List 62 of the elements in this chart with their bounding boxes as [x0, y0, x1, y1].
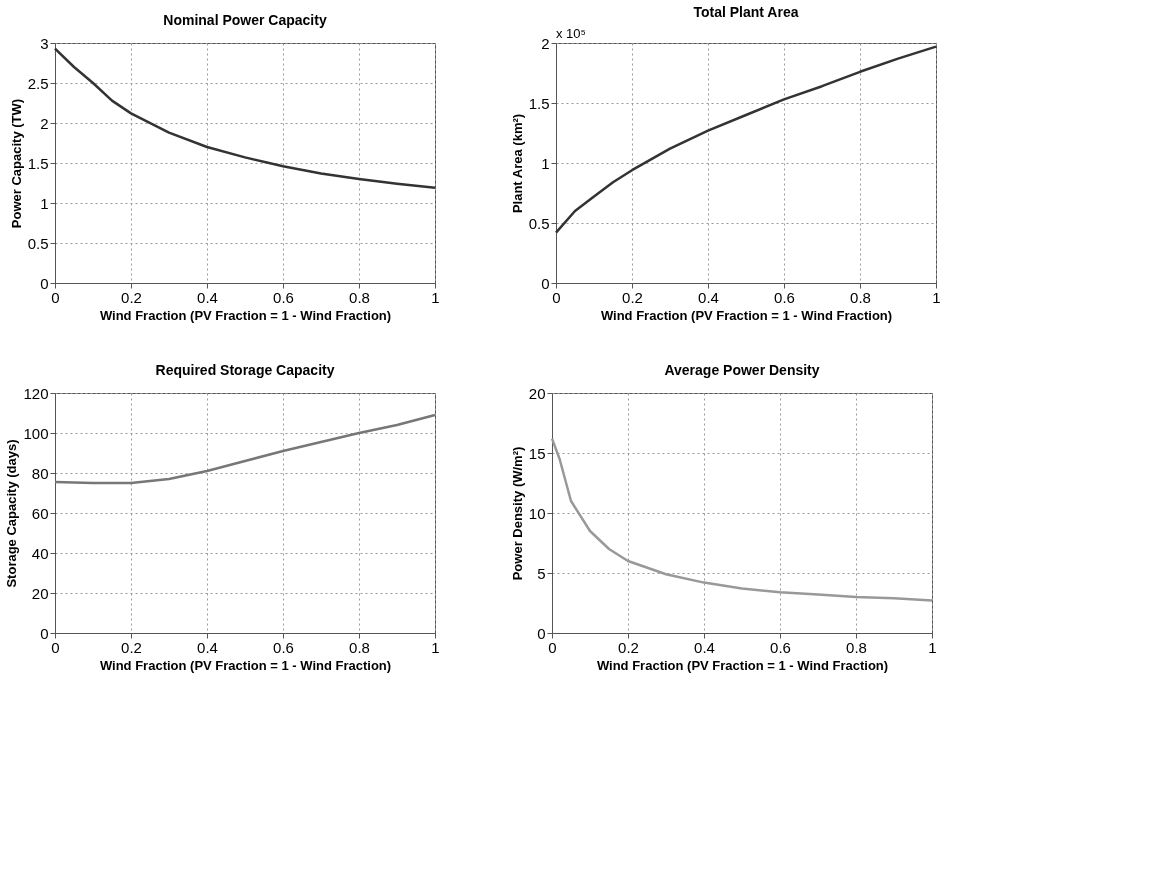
- y-tick-label: 0: [40, 624, 49, 642]
- x-tick-label: 0: [51, 638, 60, 656]
- y-tick-label: 2.5: [27, 74, 49, 92]
- x-tick-label: 0: [51, 288, 60, 306]
- y-axis-title: Power Capacity (TW): [8, 98, 24, 229]
- y-tick-label: 0: [541, 274, 550, 292]
- line-series: [53, 413, 437, 485]
- y-tick-label: 100: [23, 424, 49, 442]
- chart-title: Total Plant Area: [693, 4, 799, 20]
- y-tick-label: 0: [40, 274, 49, 292]
- y-tick-label: 80: [31, 464, 49, 482]
- y-axis-title: Storage Capacity (days): [4, 439, 20, 588]
- y-axis-title: Power Density (W/m²): [509, 446, 525, 581]
- y-tick-label: 0.5: [528, 214, 550, 232]
- x-tick-label: 0.8: [846, 638, 867, 656]
- y-tick-label: 1: [40, 194, 49, 212]
- y-tick-label: 2: [541, 34, 550, 52]
- y-tick-label: 15: [528, 444, 546, 462]
- y-tick-label: 20: [528, 384, 546, 402]
- x-tick-label: 0.4: [197, 288, 218, 306]
- x-tick-label: 0.4: [197, 638, 218, 656]
- x-axis-title: Wind Fraction (PV Fraction = 1 - Wind Fraction): [600, 307, 893, 323]
- y-tick-label: 1: [541, 154, 550, 172]
- y-tick-label: 20: [31, 584, 49, 602]
- y-tick-label: 0: [537, 624, 546, 642]
- y-tick-label: 2: [40, 114, 49, 132]
- y-tick-label: 1.5: [528, 94, 550, 112]
- y-tick-label: 5: [537, 564, 546, 582]
- x-tick-label: 1: [431, 288, 440, 306]
- y-tick-label: 60: [31, 504, 49, 522]
- x-tick-label: 1: [431, 638, 440, 656]
- chart-title: Required Storage Capacity: [155, 362, 335, 378]
- x-tick-label: 0.8: [349, 288, 370, 306]
- x-tick-label: 0.6: [273, 288, 294, 306]
- x-tick-label: 0.2: [618, 638, 639, 656]
- x-tick-label: 0.2: [121, 288, 142, 306]
- x-tick-label: 0.4: [698, 288, 719, 306]
- x-tick-label: 0.6: [770, 638, 791, 656]
- x-tick-label: 0.8: [349, 638, 370, 656]
- x-tick-label: 0.8: [850, 288, 871, 306]
- x-tick-label: 0: [552, 288, 561, 306]
- x-tick-label: 1: [928, 638, 937, 656]
- x-tick-label: 0.4: [694, 638, 715, 656]
- y-axis-title: Plant Area (km²): [509, 113, 525, 214]
- x-tick-label: 0.6: [774, 288, 795, 306]
- y-tick-label: 120: [23, 384, 49, 402]
- x-axis-title: Wind Fraction (PV Fraction = 1 - Wind Fraction): [99, 657, 392, 673]
- text: x 10⁵: [556, 26, 586, 41]
- y-tick-label: 3: [40, 34, 49, 52]
- y-tick-label: 40: [31, 544, 49, 562]
- x-tick-label: 0.6: [273, 638, 294, 656]
- x-tick-label: 0.2: [121, 638, 142, 656]
- y-tick-label: 0.5: [27, 234, 49, 252]
- line-series: [53, 47, 437, 190]
- chart-title: Average Power Density: [664, 362, 820, 378]
- chart-title: Nominal Power Capacity: [163, 12, 327, 28]
- x-tick-label: 1: [932, 288, 941, 306]
- y-tick-label: 1.5: [27, 154, 49, 172]
- x-tick-label: 0.2: [622, 288, 643, 306]
- x-axis-title: Wind Fraction (PV Fraction = 1 - Wind Fraction): [596, 657, 889, 673]
- y-tick-label: 10: [528, 504, 546, 522]
- x-axis-title: Wind Fraction (PV Fraction = 1 - Wind Fraction): [99, 307, 392, 323]
